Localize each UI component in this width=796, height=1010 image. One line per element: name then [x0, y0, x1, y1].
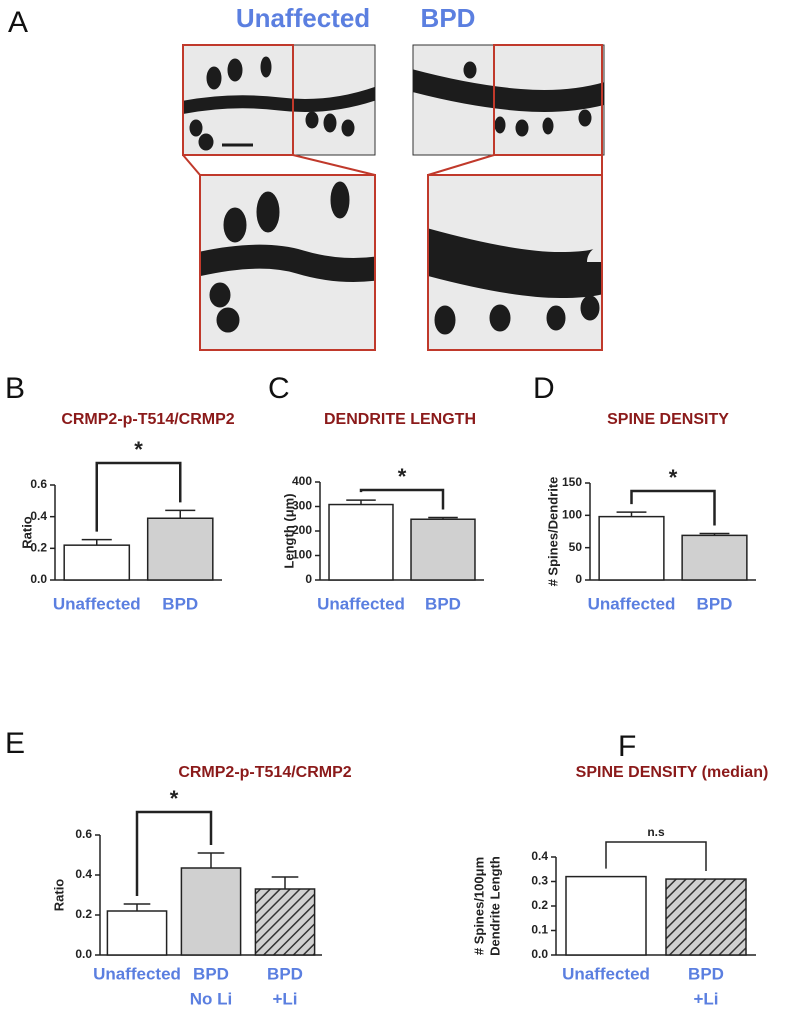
y-axis-label: Ratio [19, 516, 34, 549]
y-tick-label: 0 [305, 572, 312, 586]
x-tick-label: Unaffected [93, 964, 181, 983]
y-tick-label: 0.0 [75, 947, 92, 961]
y-tick-label: 0.4 [75, 867, 92, 881]
y-tick-label: 0.3 [531, 874, 548, 888]
chart-title: CRMP2-p-T514/CRMP2 [178, 764, 351, 781]
significance-bracket [605, 841, 707, 872]
panel-letter: A [8, 6, 28, 39]
y-axis-label: Ratio [51, 879, 66, 912]
significance-label: * [398, 464, 407, 489]
bar [106, 910, 168, 956]
bar [598, 515, 665, 581]
significance-label: * [170, 786, 179, 811]
y-tick-label: 150 [562, 475, 582, 489]
x-tick-label: +Li [693, 989, 718, 1008]
x-tick-label: BPD [162, 594, 198, 613]
panel-letter: C [268, 372, 290, 405]
x-tick-label: Unaffected [53, 594, 141, 613]
significance-bracket [135, 810, 213, 896]
x-tick-label: BPD [425, 594, 461, 613]
bar [254, 888, 316, 956]
y-tick-label: 400 [292, 474, 312, 488]
y-tick-label: 0.1 [531, 923, 548, 937]
bar [565, 875, 647, 956]
y-tick-label: 100 [562, 508, 582, 522]
y-tick-label: 0.0 [531, 947, 548, 961]
chart-title: CRMP2-p-T514/CRMP2 [61, 411, 234, 428]
y-tick-label: 100 [292, 548, 312, 562]
chart-title: DENDRITE LENGTH [324, 411, 476, 428]
y-tick-label: 0.2 [75, 907, 92, 921]
y-tick-label: 300 [292, 499, 312, 513]
y-tick-label: 0.4 [531, 849, 548, 863]
bar [328, 503, 394, 581]
x-tick-label: BPD [688, 964, 724, 983]
significance-bracket [630, 489, 716, 526]
x-tick-label: BPD [193, 964, 229, 983]
bar [180, 867, 242, 956]
y-axis-label: # Spines/100μm [471, 857, 486, 955]
y-axis-label: Length (μm) [281, 493, 296, 568]
y-tick-label: 0.2 [30, 541, 47, 555]
y-tick-label: 0.6 [30, 477, 47, 491]
image-title: Unaffected [236, 3, 370, 33]
y-tick-label: 0.4 [30, 509, 47, 523]
panel-letter: D [533, 372, 555, 405]
y-tick-label: 50 [569, 540, 583, 554]
significance-label: n.s [647, 825, 665, 839]
panel-letter: B [5, 372, 25, 405]
panel-letter: E [5, 727, 25, 760]
panel-letter: F [618, 730, 636, 763]
significance-bracket [95, 461, 182, 532]
bar [665, 878, 747, 956]
bar [63, 544, 131, 581]
y-tick-label: 0.2 [531, 898, 548, 912]
x-tick-label: +Li [272, 989, 297, 1008]
y-axis-label: Dendrite Length [487, 856, 502, 956]
x-tick-label: No Li [190, 989, 233, 1008]
bar [681, 534, 748, 581]
bar [146, 517, 214, 581]
x-tick-label: Unaffected [562, 964, 650, 983]
y-axis-label: # Spines/Dendrite [545, 477, 560, 587]
significance-label: * [669, 465, 678, 490]
y-tick-label: 0.6 [75, 827, 92, 841]
significance-label: * [134, 437, 143, 462]
image-title: BPD [421, 3, 476, 33]
chart-title: SPINE DENSITY (median) [576, 764, 769, 781]
x-tick-label: Unaffected [588, 594, 676, 613]
y-tick-label: 0.0 [30, 572, 47, 586]
significance-bracket [359, 488, 445, 510]
micrograph [182, 44, 605, 351]
chart-title: SPINE DENSITY [607, 411, 729, 428]
y-tick-label: 200 [292, 523, 312, 537]
x-tick-label: BPD [697, 594, 733, 613]
bar [410, 518, 476, 581]
x-tick-label: Unaffected [317, 594, 405, 613]
x-tick-label: BPD [267, 964, 303, 983]
y-tick-label: 0 [575, 572, 582, 586]
